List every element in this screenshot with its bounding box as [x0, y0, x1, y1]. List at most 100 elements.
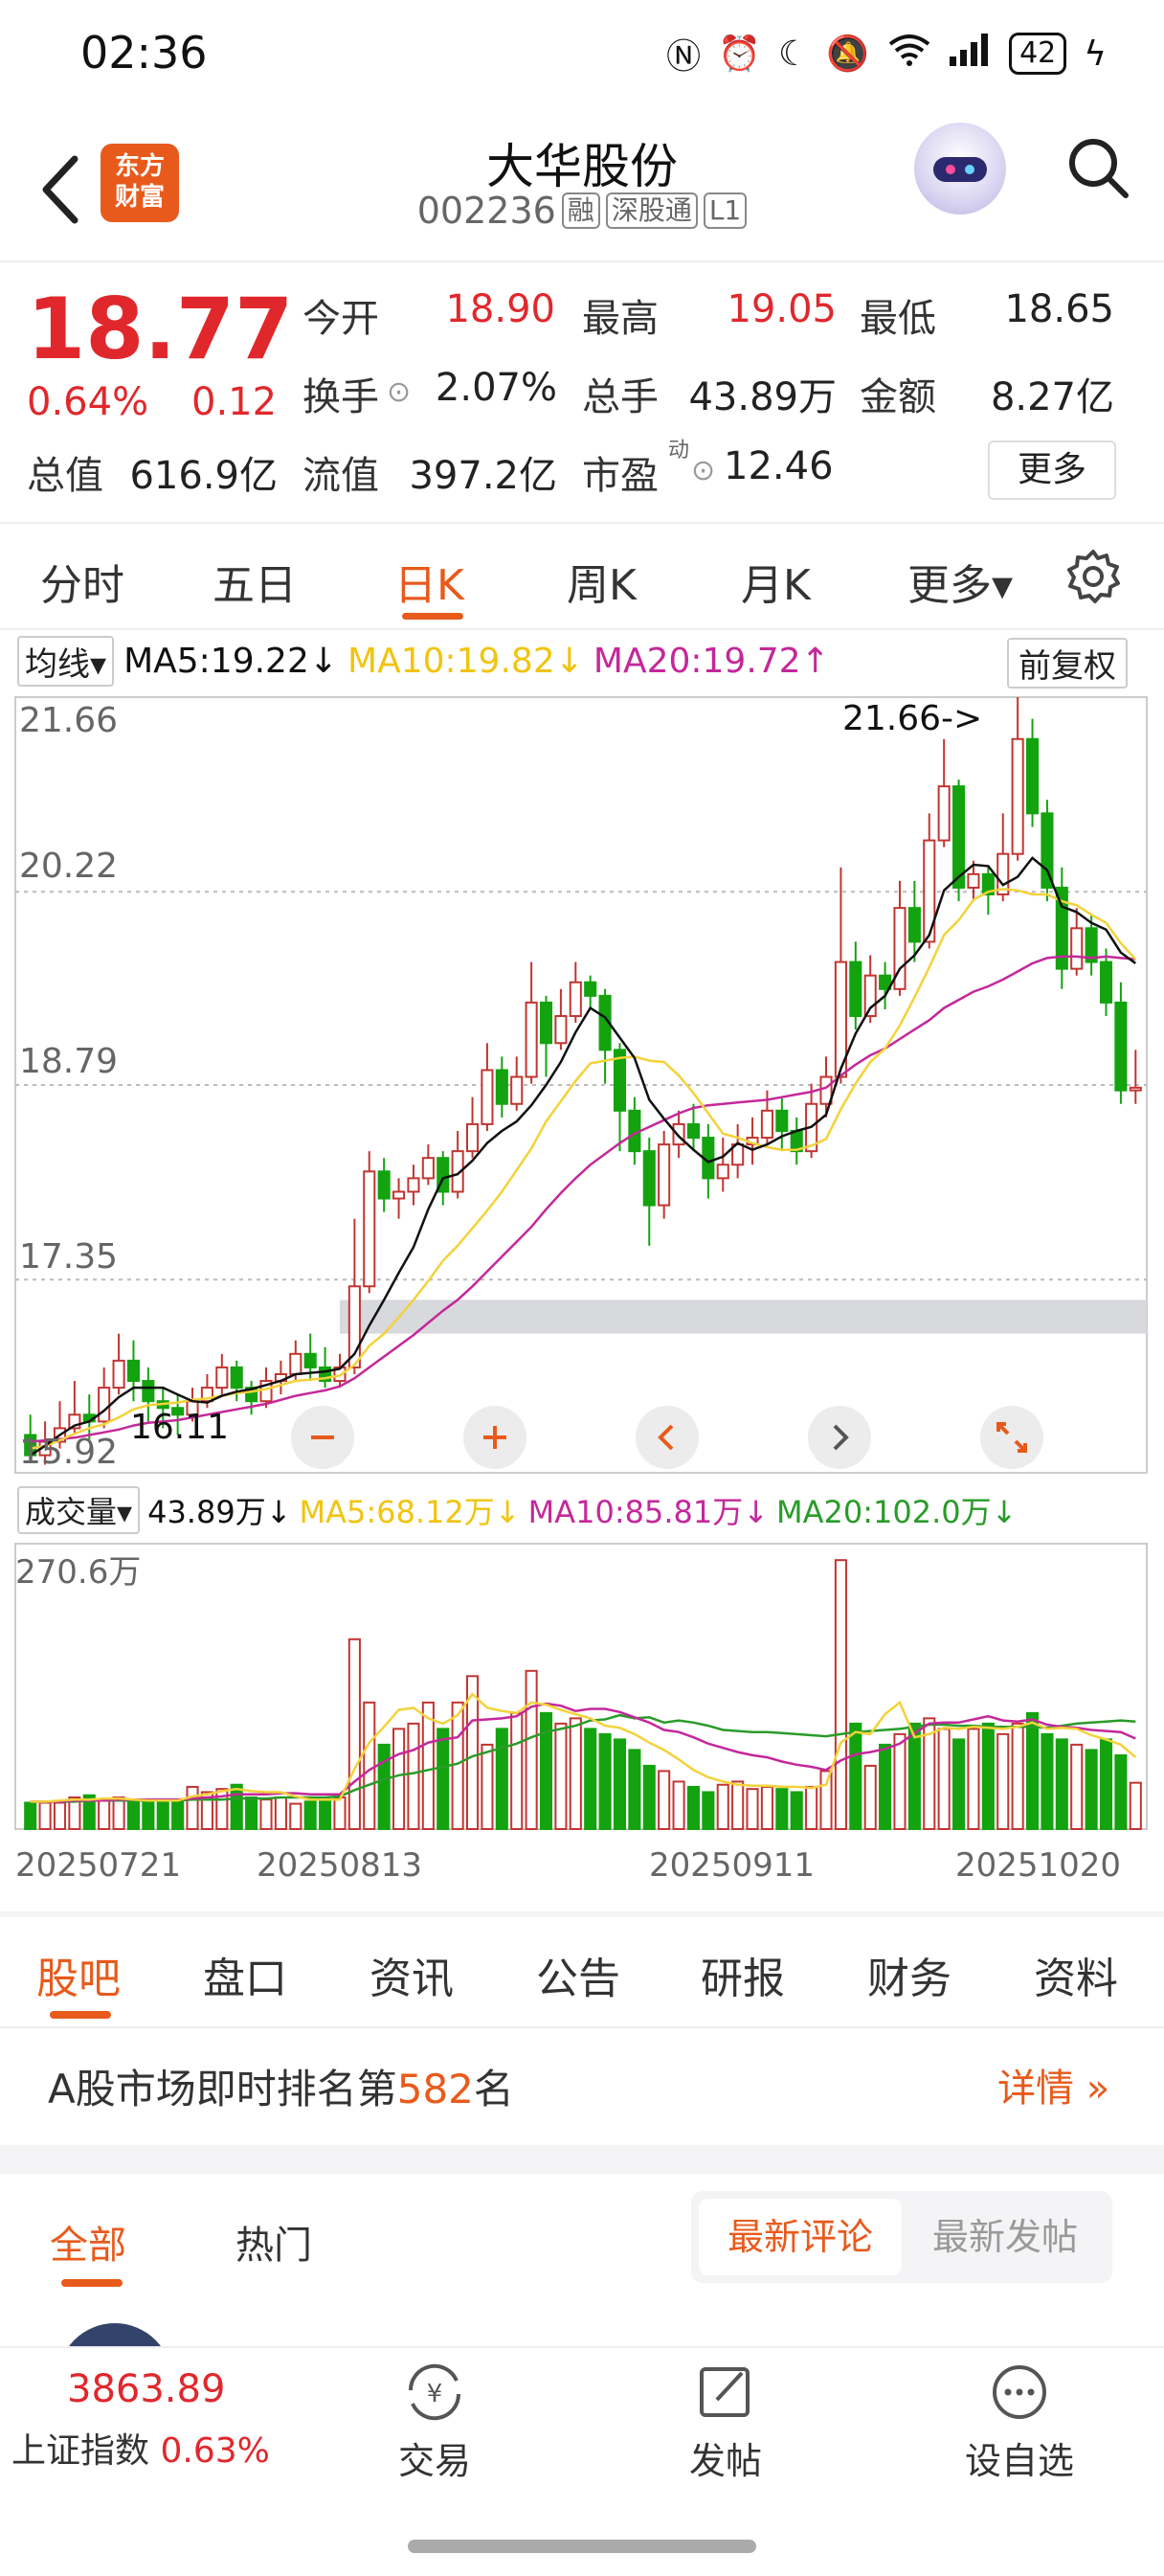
volume-max-label: 270.6万 — [15, 1553, 142, 1592]
scroll-right-button[interactable] — [808, 1406, 871, 1469]
filter-all[interactable]: 全部 — [50, 2224, 126, 2268]
assistant-avatar[interactable] — [914, 123, 1006, 215]
ma20-line — [30, 955, 1136, 1443]
volume-bar — [760, 1785, 773, 1830]
date-label-1: 20250721 — [15, 1846, 182, 1885]
tab-daily-k[interactable]: 日K — [394, 561, 464, 610]
pe-value: 12.46 — [724, 444, 834, 488]
ma-selector[interactable]: 均线▾ — [17, 635, 115, 687]
info-icon[interactable]: ⊙ — [387, 375, 412, 409]
turnover-label: 换手 — [302, 375, 379, 419]
volume-bar — [686, 1785, 701, 1830]
tab-news[interactable]: 资讯 — [369, 1955, 454, 2003]
nav-watchlist-label: 设自选 — [964, 2440, 1074, 2482]
support-band — [339, 1299, 1148, 1334]
back-icon[interactable] — [36, 151, 84, 228]
volume-value: 43.89万 — [688, 375, 837, 419]
nav-trade[interactable]: ¥ 交易 — [381, 2361, 488, 2484]
tab-more-periods[interactable]: 更多▾ — [907, 561, 1014, 610]
volume-selector[interactable]: 成交量▾ — [17, 1486, 141, 1534]
fullscreen-button[interactable] — [980, 1406, 1043, 1469]
tab-intraday[interactable]: 分时 — [40, 561, 124, 610]
nav-post[interactable]: 发帖 — [672, 2361, 779, 2484]
filter-hot[interactable]: 热门 — [235, 2224, 312, 2268]
candle-body — [849, 960, 862, 1018]
ma10-line — [30, 888, 1137, 1450]
volume-bar — [967, 1728, 980, 1830]
nav-watchlist[interactable]: 设自选 — [957, 2361, 1082, 2484]
index-value[interactable]: 3863.89 — [67, 2367, 226, 2411]
index-name-row[interactable]: 上证指数 0.63% — [11, 2423, 270, 2473]
tab-monthly-k[interactable]: 月K — [741, 561, 811, 610]
volume-bar — [805, 1785, 818, 1830]
tab-five-day[interactable]: 五日 — [213, 561, 297, 610]
price-frame — [14, 696, 1148, 1474]
home-indicator[interactable] — [408, 2540, 756, 2553]
status-bar: 02:36 Ⓝ ⏰ ☾ 🔕 42 ϟ — [0, 0, 1164, 110]
volume-bar — [1099, 1738, 1113, 1830]
sort-latest-post[interactable]: 最新发帖 — [931, 2216, 1078, 2258]
tab-forum[interactable]: 股吧 — [36, 1955, 121, 2003]
candle-body — [1070, 927, 1084, 970]
more-dots-icon — [993, 2365, 1046, 2419]
gear-icon[interactable] — [1064, 548, 1122, 605]
tab-research[interactable]: 研报 — [701, 1955, 785, 2003]
candle-body — [142, 1380, 155, 1403]
volume-bar — [407, 1722, 420, 1831]
volume-bar — [82, 1794, 96, 1830]
rank-detail-link[interactable]: 详情 » — [997, 2057, 1109, 2113]
candle-body — [525, 1001, 538, 1078]
volume-bar — [849, 1722, 862, 1831]
current-price: 18.77 — [27, 280, 294, 378]
pe-info-icon[interactable]: ⊙ — [691, 454, 716, 487]
sort-latest-comment[interactable]: 最新评论 — [699, 2199, 902, 2275]
candle-body — [112, 1359, 125, 1390]
gray-separator — [0, 2145, 1164, 2174]
volume-bar — [319, 1798, 332, 1830]
volume-bar — [363, 1701, 376, 1831]
zoom-out-button[interactable] — [291, 1406, 354, 1469]
kline-chart[interactable] — [0, 0, 1164, 1915]
tab-orderbook[interactable]: 盘口 — [203, 1955, 287, 2003]
tag-level: L1 — [703, 192, 748, 229]
candle-body — [200, 1387, 213, 1403]
volume-bar — [1025, 1711, 1040, 1831]
rank-suffix: 名 — [473, 2066, 514, 2113]
more-button[interactable]: 更多 — [988, 441, 1116, 500]
candle-body — [171, 1407, 185, 1416]
candles — [24, 697, 1142, 1465]
rank-detail-label: 详情 — [997, 2067, 1074, 2111]
adjust-button[interactable]: 前复权 — [1007, 638, 1128, 689]
quote-divider — [0, 522, 1164, 524]
tab-profile[interactable]: 资料 — [1034, 1955, 1118, 2003]
tab-announcements[interactable]: 公告 — [536, 1955, 620, 2003]
volume-bar — [1129, 1781, 1142, 1831]
volume-bar — [1041, 1732, 1054, 1831]
search-icon[interactable] — [1064, 134, 1131, 201]
candle-body — [760, 1109, 773, 1140]
volume-bar — [539, 1711, 553, 1831]
volume-legend: 成交量▾ 43.89万↓ MA5:68.12万↓ MA10:85.81万↓ MA… — [17, 1486, 1017, 1534]
volume-bar — [245, 1796, 258, 1830]
candle-body — [569, 981, 582, 1018]
volume-bar — [215, 1788, 229, 1830]
zoom-in-button[interactable] — [463, 1406, 526, 1469]
candle-body — [451, 1150, 464, 1193]
wifi-icon — [886, 33, 932, 76]
market-rank: A股市场即时排名第582名 — [48, 2057, 514, 2115]
tab-financials[interactable]: 财务 — [867, 1955, 951, 2003]
tab-weekly-k[interactable]: 周K — [567, 561, 637, 610]
volume-bar — [303, 1800, 317, 1830]
low-value: 18.65 — [1004, 287, 1114, 331]
scroll-left-button[interactable] — [636, 1406, 699, 1469]
volume-bar — [937, 1728, 951, 1830]
candle-body — [1099, 960, 1113, 1004]
signal-icon — [950, 33, 992, 75]
volume-legend-value: 43.89万↓ — [147, 1494, 292, 1530]
support-band-rect — [339, 1299, 1148, 1334]
candle-body — [1041, 812, 1054, 889]
volume-bar — [598, 1732, 612, 1831]
status-time: 02:36 — [80, 27, 208, 79]
volume-bar — [481, 1743, 494, 1831]
candle-body — [716, 1164, 729, 1180]
